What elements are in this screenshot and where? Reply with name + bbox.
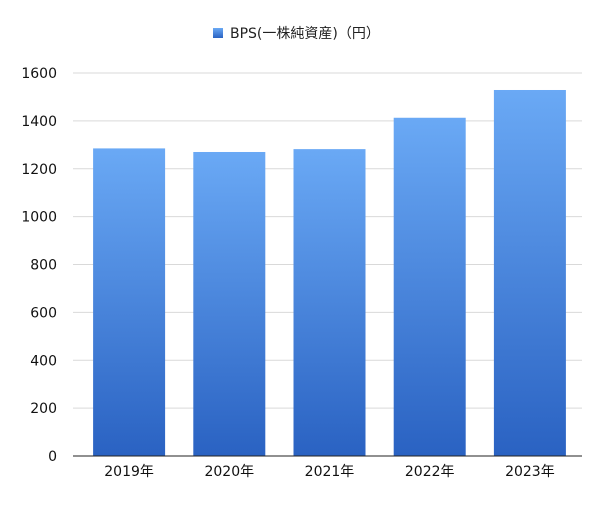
y-tick-label: 1600 [21,66,57,82]
x-tick-label: 2022年 [405,464,455,480]
bar-3 [393,117,466,456]
bars [93,89,566,456]
bar-1 [193,151,266,456]
bar-4 [493,89,566,456]
legend-swatch [213,28,223,38]
x-tick-label: 2019年 [104,464,154,480]
x-tick-label: 2023年 [505,464,555,480]
legend-label: BPS(一株純資産)（円） [230,26,380,42]
y-tick-label: 400 [30,353,57,369]
x-tick-label: 2020年 [204,464,254,480]
y-tick-label: 1400 [21,114,57,130]
y-tick-label: 200 [30,401,57,417]
y-tick-label: 1000 [21,210,57,226]
x-tick-label: 2021年 [305,464,355,480]
bar-2 [293,149,366,456]
y-tick-label: 0 [48,449,57,465]
x-axis-ticks: 2019年 2020年 2021年 2022年 2023年 [104,464,554,480]
y-tick-label: 600 [30,305,57,321]
bar-0 [93,148,166,456]
legend: BPS(一株純資産)（円） [213,26,380,42]
y-axis-ticks: 0 200 400 600 800 1000 1200 1400 1600 [21,66,57,465]
y-tick-label: 1200 [21,162,57,178]
y-tick-label: 800 [30,258,57,274]
